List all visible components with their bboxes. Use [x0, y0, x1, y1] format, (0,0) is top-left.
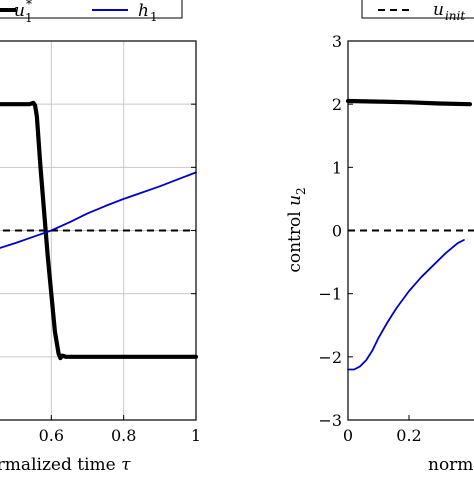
right-series-control-u2-blue-: [347, 239, 465, 371]
right-y-tick-label: −1: [318, 285, 342, 304]
right-y-tick-label: 2: [332, 95, 342, 114]
left-legend-box: [0, 0, 183, 19]
right-legend: uinit: [361, 0, 474, 23]
right-series-control-u2-thick-: [345, 98, 473, 107]
left-x-tick-label: 1: [191, 426, 201, 445]
right-y-tick-label: −3: [318, 411, 342, 430]
left-series-u1-: [0, 100, 199, 361]
right-y-tick-label: 1: [332, 158, 342, 177]
left-series-h1: [0, 171, 197, 249]
left-x-tick-label: 0.8: [111, 426, 136, 445]
left-legend: u* 1 h1: [0, 0, 183, 25]
left-panel: 0.6 0.8 1 normalized time τ: [0, 40, 201, 475]
right-y-tick-label: 3: [332, 32, 342, 51]
right-x-tick-label: 0: [343, 426, 353, 445]
right-x-tick-label: 0.2: [396, 426, 421, 445]
left-legend-label-1: h1: [138, 1, 158, 24]
left-legend-label-0: u* 1: [14, 0, 33, 25]
left-x-axis-label: normalized time τ: [0, 455, 131, 474]
right-x-axis-label: norm: [428, 455, 473, 474]
right-panel: −3 −2 −1 0 1 2 3 0 0.2 norm control u2: [285, 32, 474, 475]
right-y-tick-label: 0: [332, 222, 342, 241]
right-legend-box: [361, 0, 474, 19]
right-y-tick-label: −2: [318, 348, 342, 367]
left-x-tick-label: 0.6: [39, 426, 64, 445]
right-legend-label: uinit: [433, 0, 465, 23]
right-y-axis-label: control u2: [285, 187, 308, 272]
